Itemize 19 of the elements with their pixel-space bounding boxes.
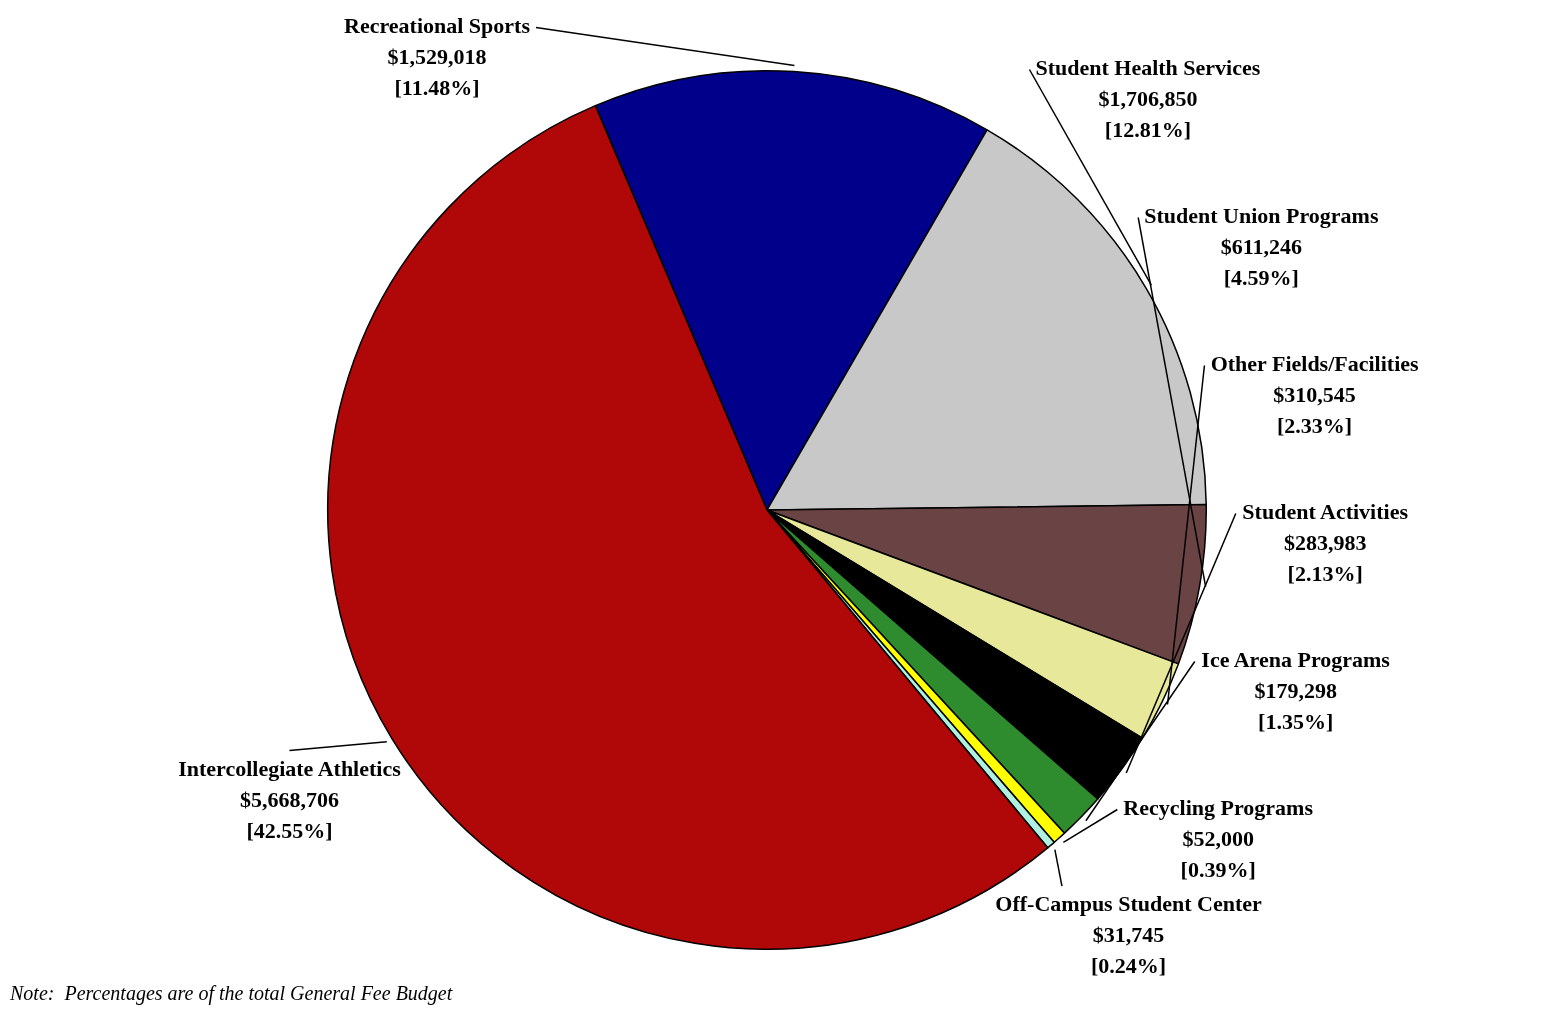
data-label: $310,545 [2.33%] <box>1273 382 1356 439</box>
data-label: $52,000 [0.39%] <box>1180 826 1256 883</box>
slice-label: Other Fields/Facilities <box>1210 351 1420 377</box>
data-label: $611,246 [4.59%] <box>1220 234 1302 291</box>
slice-label: Student Activities <box>1242 499 1409 525</box>
slice-label: Ice Arena Programs <box>1201 647 1391 673</box>
slice-label: Student Health Services <box>1035 55 1261 81</box>
data-label: $1,529,018 [11.48%] <box>387 44 487 101</box>
data-label: $31,745 [0.24%] <box>1090 922 1167 979</box>
text: Note: Percentages are of the total General Fee Budget <box>9 982 453 1005</box>
slice-label: Recreational Sports <box>344 13 531 39</box>
data-label: $179,298 [1.35%] <box>1254 678 1337 735</box>
data-label: $5,668,706 [42.55%] <box>239 786 339 843</box>
slice-label: Off-Campus Student Center <box>995 891 1263 917</box>
data-label: $283,983 [2.13%] <box>1283 530 1367 587</box>
slice-label: Intercollegiate Athletics <box>178 755 402 781</box>
slice-label: Student Union Programs <box>1144 203 1379 229</box>
slice-label: Recycling Programs <box>1123 795 1314 821</box>
data-label: $1,706,850 [12.81%] <box>1098 86 1198 143</box>
